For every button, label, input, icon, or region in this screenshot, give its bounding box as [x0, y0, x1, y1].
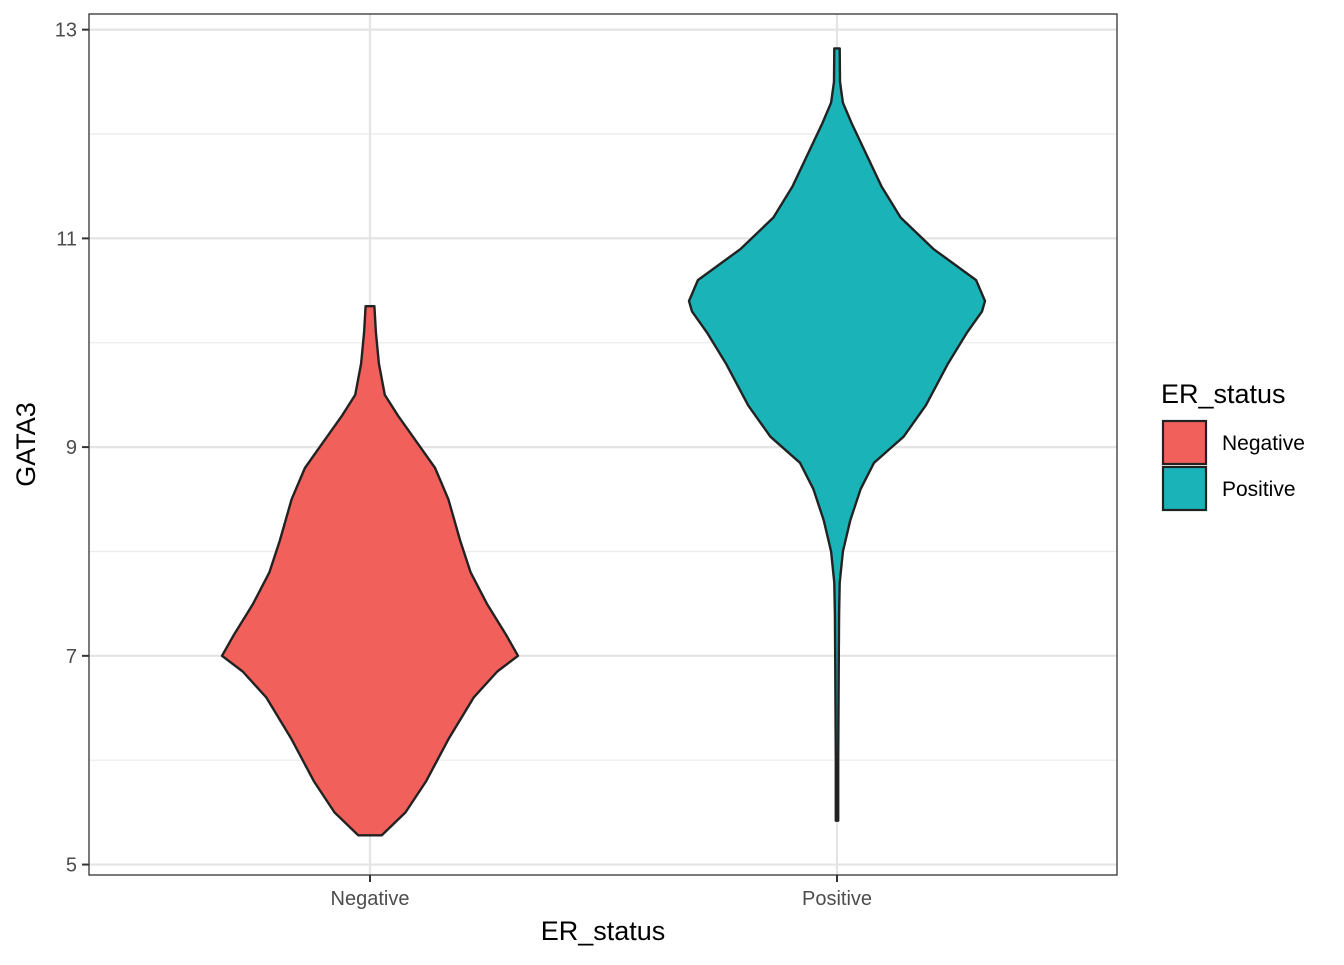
- axis-layer: 5 7 9 11 13 Negative Positive: [55, 20, 872, 910]
- violin-layer: [220, 47, 987, 837]
- y-tick-label: 7: [66, 646, 77, 668]
- panel-border: [88, 13, 1118, 876]
- grid-layer: [89, 14, 1117, 875]
- y-tick-label: 9: [66, 437, 77, 459]
- y-tick-label: 11: [56, 228, 77, 250]
- legend-label-negative: Negative: [1222, 432, 1305, 455]
- legend-label-positive: Positive: [1222, 478, 1296, 501]
- x-tick-label: Negative: [331, 888, 410, 910]
- legend: ER_status Negative Positive: [1161, 379, 1305, 512]
- violin-negative: [220, 305, 520, 837]
- y-tick-label: 13: [55, 20, 77, 42]
- x-axis-title: ER_status: [541, 916, 666, 946]
- legend-title: ER_status: [1161, 379, 1286, 409]
- x-tick-label: Positive: [802, 888, 872, 910]
- legend-key-positive: [1161, 465, 1208, 512]
- y-tick-label: 5: [66, 855, 77, 877]
- violin-positive: [687, 47, 987, 822]
- legend-key-negative: [1161, 419, 1208, 466]
- y-axis-title: GATA3: [11, 402, 41, 487]
